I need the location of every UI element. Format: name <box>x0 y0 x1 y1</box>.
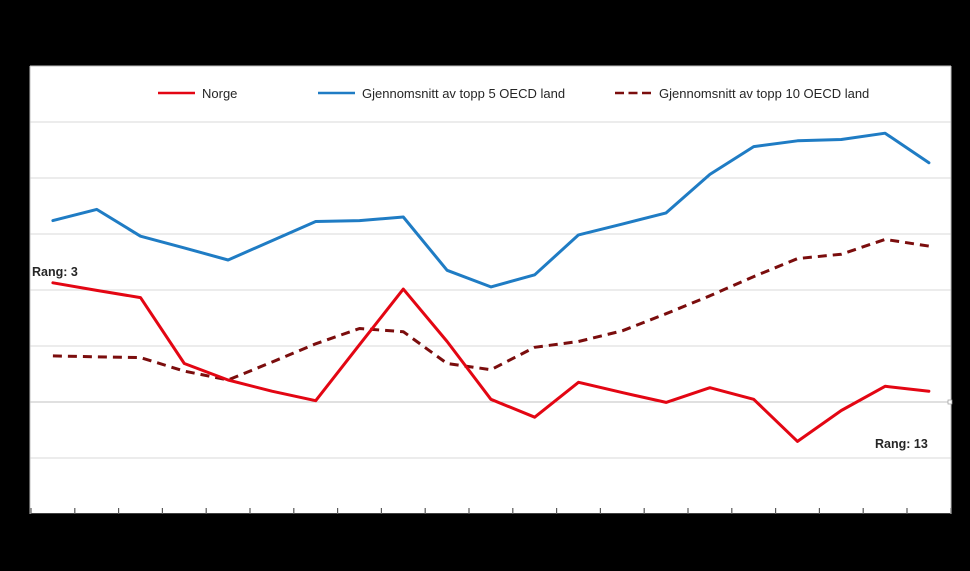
svg-text:Gjennomsnitt av topp 10 OECD l: Gjennomsnitt av topp 10 OECD land <box>659 86 869 101</box>
svg-text:Norge: Norge <box>202 86 237 101</box>
svg-text:Rang: 3: Rang: 3 <box>32 265 78 279</box>
svg-text:Rang: 13: Rang: 13 <box>875 437 928 451</box>
svg-text:Gjennomsnitt av topp 5 OECD la: Gjennomsnitt av topp 5 OECD land <box>362 86 565 101</box>
